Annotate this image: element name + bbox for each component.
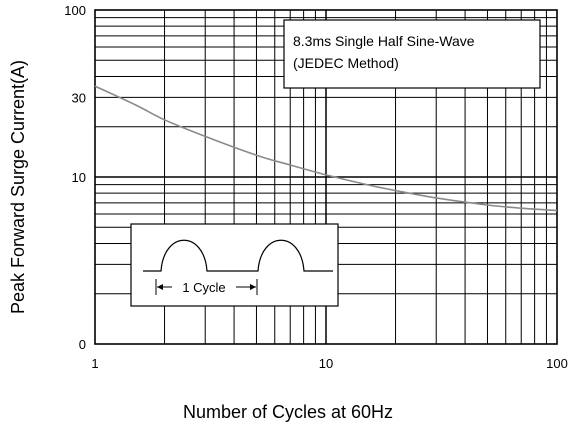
arrow-left-icon bbox=[157, 284, 163, 290]
y-tick-label: 0 bbox=[79, 337, 86, 352]
annotation-line-1: 8.3ms Single Half Sine-Wave bbox=[293, 33, 475, 49]
y-tick-label: 10 bbox=[72, 170, 86, 185]
plot-frame bbox=[94, 9, 558, 345]
x-tick-label: 10 bbox=[319, 356, 333, 371]
cycle-label: 1 Cycle bbox=[182, 280, 225, 295]
annotation-box: 8.3ms Single Half Sine-Wave (JEDEC Metho… bbox=[283, 19, 541, 89]
annotation-line-2: (JEDEC Method) bbox=[293, 55, 399, 71]
x-axis-label: Number of Cycles at 60Hz bbox=[183, 402, 393, 422]
x-tick-label: 1 bbox=[91, 356, 98, 371]
y-axis-label: Peak Forward Surge Current(A) bbox=[8, 60, 28, 314]
series-line bbox=[94, 85, 558, 212]
x-tick-label: 100 bbox=[546, 356, 568, 371]
arrow-right-icon bbox=[250, 284, 256, 290]
y-tick-label: 30 bbox=[72, 90, 86, 105]
y-tick-label: 100 bbox=[64, 3, 86, 18]
waveform-inset: 1 Cycle bbox=[130, 223, 339, 307]
tick-labels: 1 10 100 0 10 30 100 bbox=[64, 3, 568, 371]
half-sine-waveform bbox=[143, 239, 333, 272]
